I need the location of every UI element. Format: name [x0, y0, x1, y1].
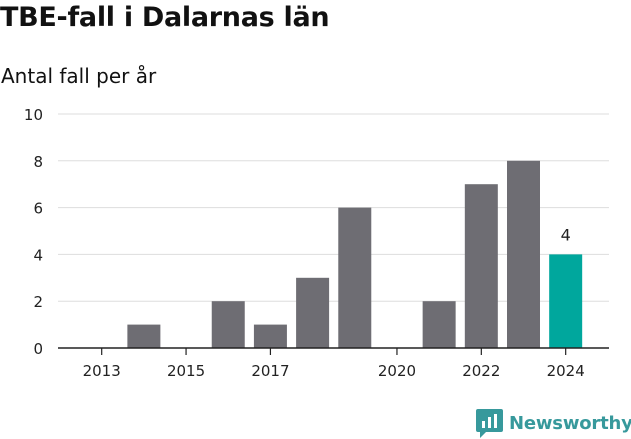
x-tick-label: 2020 [378, 362, 416, 380]
x-tick-label: 2013 [83, 362, 121, 380]
y-tick-label: 8 [33, 153, 43, 171]
bar-2016 [211, 301, 245, 348]
y-tick-label: 6 [33, 200, 43, 218]
data-label-2024: 4 [561, 225, 571, 244]
bar-2019 [338, 207, 372, 348]
bars [127, 160, 583, 348]
chart-subtitle: Antal fall per år [1, 64, 157, 88]
x-tick-label: 2015 [167, 362, 205, 380]
bar-2024 [549, 254, 583, 348]
x-axis-ticks: 2013 2015 2017 2020 2022 2024 [83, 348, 585, 380]
brand-logo: Newsworthy [476, 408, 631, 438]
y-axis-ticks: 0 2 4 6 8 10 [24, 106, 43, 358]
data-labels: 4 [561, 225, 571, 244]
y-tick-label: 4 [33, 246, 43, 264]
brand-name: Newsworthy [509, 412, 631, 434]
bar-2021 [422, 301, 456, 348]
y-tick-label: 0 [33, 340, 43, 358]
bar-2018 [296, 277, 330, 348]
x-tick-label: 2022 [462, 362, 500, 380]
y-tick-label: 10 [24, 106, 43, 124]
x-tick-label: 2024 [547, 362, 585, 380]
x-tick-label: 2017 [251, 362, 289, 380]
bar-2022 [464, 184, 498, 348]
chart-title: TBE-fall i Dalarnas län [0, 2, 330, 33]
y-tick-label: 2 [33, 293, 43, 311]
bar-2017 [253, 324, 287, 348]
newsworthy-logo-icon [476, 408, 503, 438]
bar-2014 [127, 324, 161, 348]
bar-2023 [507, 160, 540, 348]
